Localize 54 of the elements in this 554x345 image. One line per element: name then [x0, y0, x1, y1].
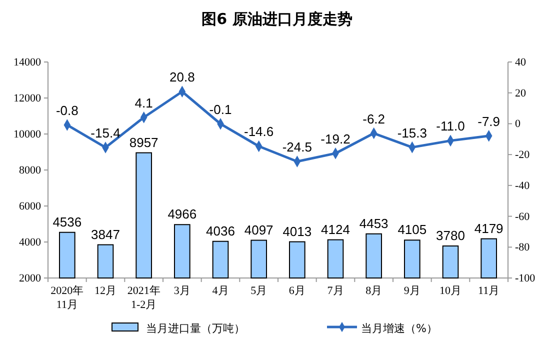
y2-tick-label: 0 [515, 118, 521, 130]
data-label: 4036 [206, 223, 235, 238]
y2-tick-label: 40 [515, 56, 526, 69]
y2-tick-label: -60 [515, 210, 530, 223]
data-label: -0.8 [56, 102, 78, 118]
data-label: 8957 [129, 134, 158, 150]
chart-title: 图6 原油进口月度走势 [202, 10, 352, 28]
data-label: 4097 [244, 222, 274, 238]
y2-tick-label: -100 [515, 272, 536, 285]
x-tick-label: 7月 [327, 285, 344, 297]
y-tick-label: 14000 [14, 56, 42, 69]
data-label: 4966 [168, 206, 197, 222]
x-tick-label: 8月 [366, 285, 382, 297]
data-label: -19.2 [320, 131, 350, 146]
data-label: -15.3 [397, 125, 427, 140]
y2-tick-label: 20 [515, 87, 526, 100]
data-label: 3780 [436, 228, 465, 243]
data-label: 4124 [321, 222, 350, 237]
y-tick-label: 12000 [14, 92, 42, 105]
legend-label: 当月进口量（万吨） [146, 322, 245, 335]
y-tick-label: 10000 [14, 128, 42, 141]
data-label: -7.9 [478, 114, 500, 129]
y-tick-label: 2000 [19, 272, 42, 285]
data-label: -6.2 [362, 111, 386, 126]
data-label: 4179 [474, 220, 504, 236]
data-label: -24.5 [282, 140, 312, 155]
y-tick-label: 4000 [19, 236, 42, 249]
y2-tick-label: -80 [515, 242, 530, 254]
data-label: 3847 [91, 226, 120, 242]
x-tick-label: 2021年 1-2月 [127, 285, 160, 311]
x-tick-label: 11月 [478, 285, 500, 297]
x-tick-label: 12月 [94, 285, 116, 297]
data-label: 4453 [359, 216, 388, 231]
data-label: 20.8 [170, 70, 195, 85]
y2-tick-label: -40 [515, 180, 530, 192]
x-tick-label: 10月 [440, 285, 462, 297]
x-tick-label: 6月 [288, 285, 306, 297]
y-tick-label: 6000 [19, 200, 42, 213]
x-tick-label: 2020年 11月 [50, 285, 84, 311]
y2-tick-label: -20 [515, 149, 530, 162]
x-tick-label: 3月 [174, 285, 190, 297]
x-tick-label: 4月 [212, 285, 229, 297]
data-label: -14.6 [244, 124, 274, 140]
data-label: 4.1 [134, 95, 153, 110]
data-label: 4013 [282, 224, 312, 239]
data-label: -0.1 [209, 102, 232, 117]
data-label: -15.4 [90, 125, 120, 140]
y-tick-label: 8000 [19, 164, 42, 177]
x-tick-label: 9月 [404, 285, 420, 297]
data-label: -11.0 [436, 118, 465, 134]
data-label: 4105 [398, 222, 427, 238]
data-label: 4536 [52, 214, 82, 230]
legend-label: 当月增速（%） [361, 322, 438, 335]
x-tick-label: 5月 [250, 285, 268, 297]
